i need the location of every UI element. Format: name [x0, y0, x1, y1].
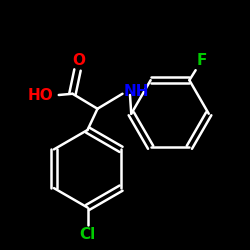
Text: F: F — [197, 53, 207, 68]
Text: O: O — [72, 52, 85, 68]
Text: Cl: Cl — [80, 227, 96, 242]
Text: NH: NH — [124, 84, 149, 99]
Text: HO: HO — [28, 88, 54, 102]
